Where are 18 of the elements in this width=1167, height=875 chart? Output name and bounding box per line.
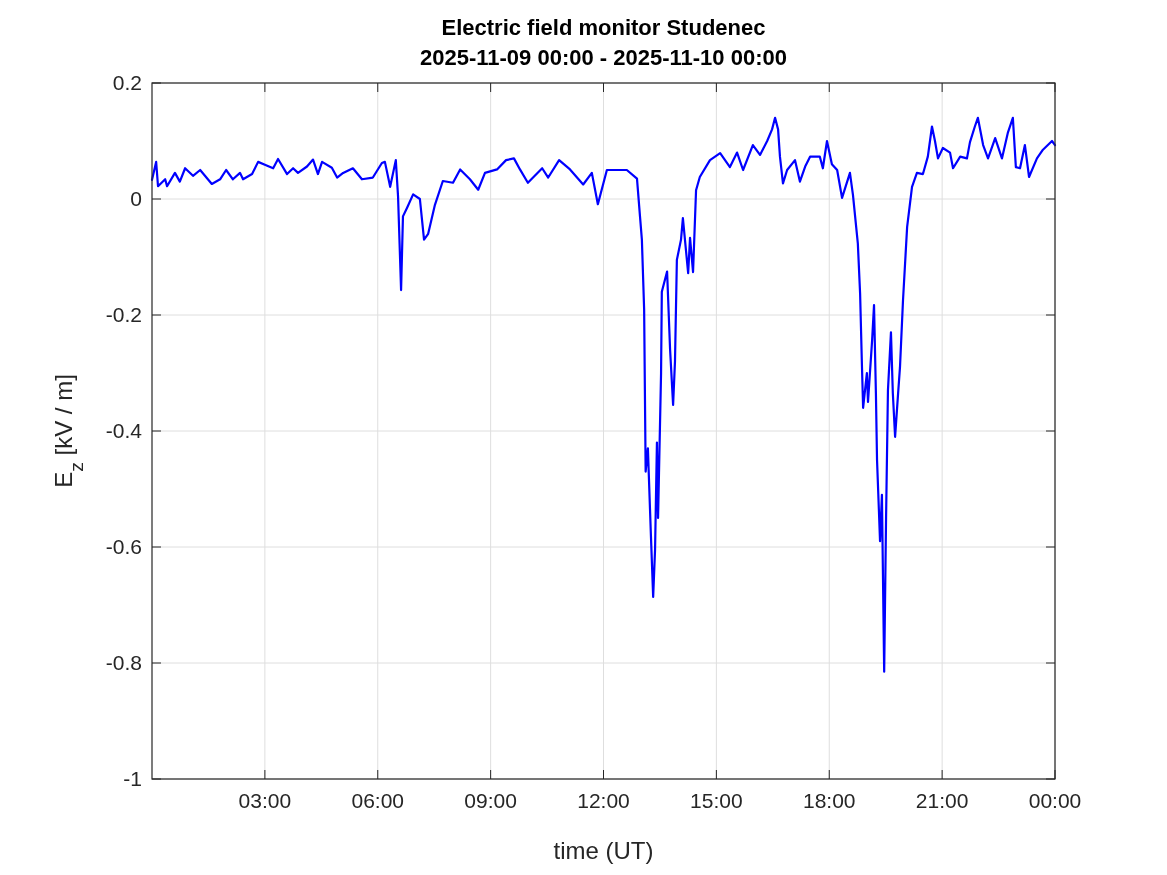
y-tick-label: -0.8 [105, 651, 142, 674]
y-tick-label: 0.2 [112, 71, 142, 94]
x-tick-label: 09:00 [464, 789, 517, 812]
y-tick-label: -0.2 [105, 303, 142, 326]
x-tick-label: 00:00 [1028, 789, 1082, 812]
x-axis-title: time (UT) [553, 837, 654, 864]
line-series [150, 116, 1057, 673]
x-tick-label: 21:00 [915, 789, 969, 812]
x-tick-label: 03:00 [238, 789, 292, 812]
chart-title: Electric field monitor Studenec 2025-11-09 00:00 - 2025-11-10 00:00 [420, 15, 787, 70]
x-tick-label: 06:00 [351, 789, 405, 812]
y-tick-label: -0.4 [105, 419, 143, 442]
y-tick-label: -1 [123, 767, 142, 790]
y-tick-label: -0.6 [105, 535, 142, 558]
x-tick-label: 12:00 [577, 789, 630, 812]
x-tick-label: 15:00 [690, 789, 743, 812]
x-tick-label: 18:00 [802, 789, 856, 812]
y-tick-label: 0 [130, 187, 142, 210]
